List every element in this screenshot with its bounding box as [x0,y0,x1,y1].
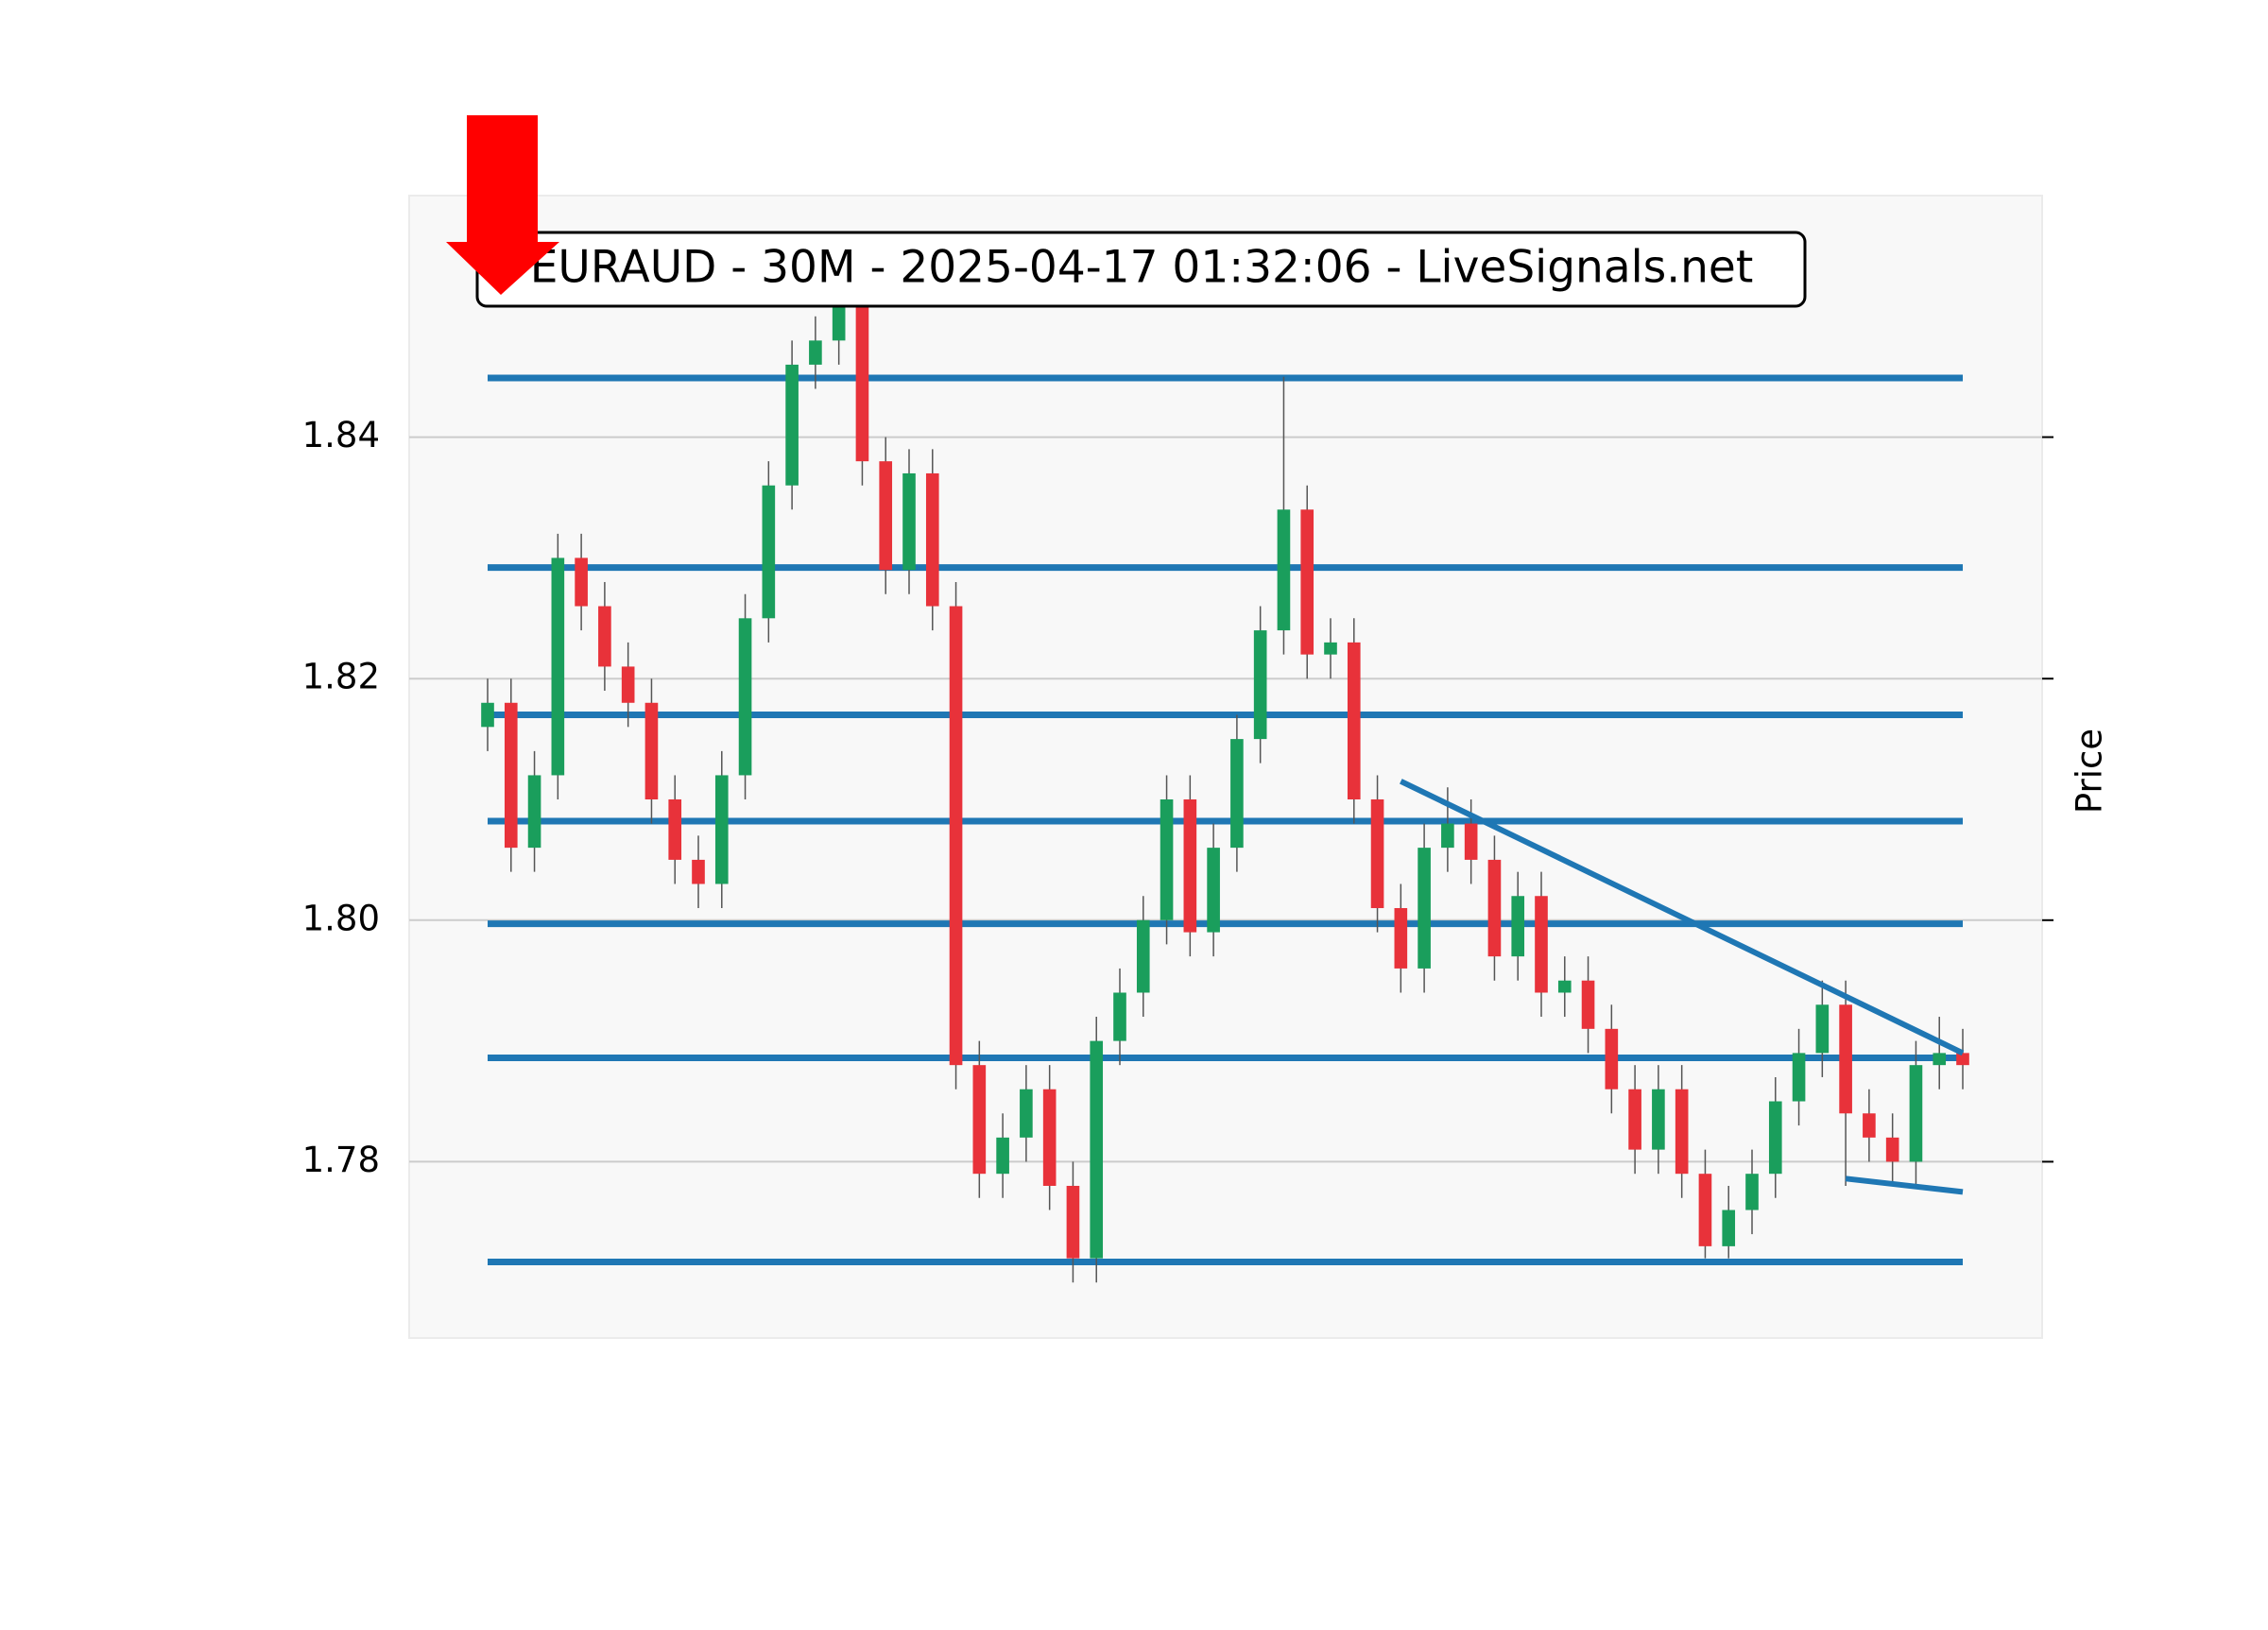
candle-body [551,558,565,776]
y-axis-label: Price [2070,729,2110,814]
trendline [1400,779,1965,1056]
candle-body [1722,1210,1736,1246]
candle-body [575,558,588,607]
y-tick-label: 1.84 [302,415,380,455]
signal-arrow [446,115,559,295]
candle-body [1768,1101,1782,1175]
candle-body [1253,630,1267,740]
y-axis: 1.78 1.80 1.82 1.84 [302,415,2053,1180]
candle-body [1581,980,1595,1029]
candle-body [996,1137,1009,1175]
candle-body [1863,1113,1876,1138]
candle-body [879,461,893,571]
candle-body [1792,1053,1806,1102]
candle-body [1136,919,1150,993]
candle-body [1557,980,1572,993]
candle-body [598,606,611,667]
candle-body [644,702,659,800]
candle-body [1113,992,1126,1041]
trendlines [1400,779,1965,1195]
candle-body [1628,1089,1641,1150]
candle-body [1042,1089,1057,1186]
candle-body [714,775,729,884]
candle-body [504,702,518,849]
candle-body [1347,642,1361,800]
candle-body [621,666,635,703]
candle-body [855,292,869,462]
candle-body [1535,896,1548,993]
candle-body [972,1065,987,1175]
candle-body [1394,908,1408,969]
candle-body [1745,1174,1759,1210]
candle-body [1160,799,1174,920]
candle-body [1230,739,1244,849]
candle-body [1300,509,1314,655]
candle-body [1885,1137,1899,1162]
candle-body [1464,823,1478,860]
candle-body [1066,1185,1080,1259]
candle-body [1090,1040,1104,1259]
y-tick-label: 1.78 [302,1140,380,1180]
candle-body [1370,799,1384,909]
trendline [1845,1175,1964,1195]
candle-body [785,364,799,486]
candle-body [527,775,541,849]
y-tick-label: 1.82 [302,657,380,697]
candle-body [1675,1089,1689,1175]
arrow-shaft [467,115,538,242]
levels [488,374,1963,1265]
candle-body [1441,823,1454,849]
candle-body [1277,509,1291,631]
candle-body [902,472,916,571]
candle-body [949,606,963,1066]
y-tick-label: 1.80 [302,898,380,938]
candle-body [668,799,682,860]
candle-body [738,618,752,776]
candle-body [481,702,494,728]
arrow-head [446,242,559,295]
candle-body [1933,1053,1947,1066]
candle-body [809,340,822,365]
candle-body [1909,1065,1923,1162]
candle-body [1183,799,1197,933]
candle-body [1324,642,1337,655]
candle-body [692,859,705,884]
candle-body [1605,1028,1619,1090]
candle-body [1418,848,1431,969]
candle-body [762,485,776,619]
candle-body [1652,1089,1665,1150]
candle-body [1815,1004,1830,1054]
candle-body [1698,1174,1712,1246]
candle-body [925,472,939,607]
candle-body [1956,1053,1969,1066]
chart-title: EURAUD - 30M - 2025-04-17 01:32:06 - Liv… [530,242,1754,294]
candle-body [1839,1004,1852,1114]
candles [481,267,1969,1283]
candle-body [1511,896,1525,957]
candle-body [1020,1089,1033,1138]
candle-body [1207,848,1220,933]
candle-body [1487,859,1502,957]
